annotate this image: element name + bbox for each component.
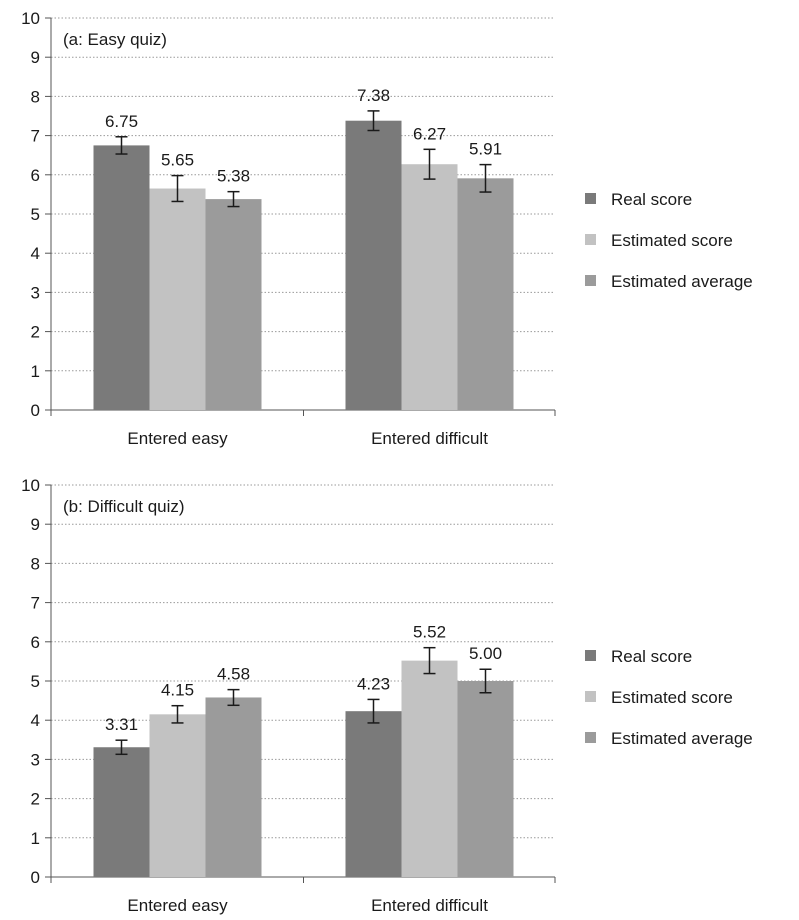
y-tick-label: 10 <box>21 476 40 495</box>
bar-estimated-average <box>457 178 514 410</box>
y-tick-label: 4 <box>31 711 40 730</box>
y-tick-label: 1 <box>31 362 40 381</box>
data-label: 6.75 <box>105 112 138 131</box>
legend-label: Estimated average <box>611 272 753 291</box>
y-tick-label: 10 <box>21 9 40 28</box>
y-tick-label: 2 <box>31 323 40 342</box>
x-tick-label: Entered easy <box>127 429 228 448</box>
legend-label: Estimated score <box>611 231 733 250</box>
bar-estimated-average <box>205 697 262 877</box>
bar-estimated-average <box>205 199 262 410</box>
data-label: 5.65 <box>161 151 194 170</box>
y-tick-label: 0 <box>31 868 40 887</box>
bar-real-score <box>93 145 150 410</box>
panel-annotation: (b: Difficult quiz) <box>63 497 185 516</box>
y-tick-label: 7 <box>31 127 40 146</box>
legend-swatch <box>585 691 596 702</box>
data-label: 4.58 <box>217 665 250 684</box>
data-label: 6.27 <box>413 124 446 143</box>
bar-real-score <box>93 747 150 877</box>
y-tick-label: 0 <box>31 401 40 420</box>
y-tick-label: 9 <box>31 48 40 67</box>
panel-difficult-quiz: 0 1 2 3 4 5 6 7 8 9 10 (b: Difficult quiz) 3.31 4.15 4… <box>21 476 753 915</box>
bar-estimated-score <box>149 188 206 410</box>
y-tick-label: 3 <box>31 283 40 302</box>
y-tick-label: 5 <box>31 205 40 224</box>
bar-estimated-score <box>149 714 206 877</box>
y-tick-label: 5 <box>31 672 40 691</box>
legend-label: Estimated average <box>611 729 753 748</box>
bar-real-score <box>345 711 402 877</box>
data-label: 4.15 <box>161 681 194 700</box>
y-tick-label: 7 <box>31 594 40 613</box>
data-label: 5.00 <box>469 644 502 663</box>
legend-swatch <box>585 234 596 245</box>
y-tick-label: 2 <box>31 790 40 809</box>
y-tick-label: 9 <box>31 515 40 534</box>
legend-label: Real score <box>611 190 692 209</box>
legend-label: Real score <box>611 647 692 666</box>
y-tick-label: 6 <box>31 166 40 185</box>
legend-swatch <box>585 193 596 204</box>
legend-swatch <box>585 732 596 743</box>
bar-estimated-score <box>401 660 458 877</box>
data-label: 5.91 <box>469 140 502 159</box>
bar-estimated-score <box>401 164 458 410</box>
legend-swatch <box>585 650 596 661</box>
y-tick-label: 1 <box>31 829 40 848</box>
data-label: 7.38 <box>357 86 390 105</box>
panel-easy-quiz: 0 1 2 3 4 5 6 7 8 9 10 (a: Easy quiz) 6.75 5.65 5.38 En… <box>21 9 753 448</box>
x-tick-label: Entered easy <box>127 896 228 915</box>
y-tick-label: 3 <box>31 750 40 769</box>
data-label: 5.52 <box>413 623 446 642</box>
data-label: 4.23 <box>357 674 390 693</box>
y-tick-label: 8 <box>31 554 40 573</box>
legend-swatch <box>585 275 596 286</box>
y-tick-label: 8 <box>31 87 40 106</box>
bar-real-score <box>345 120 402 410</box>
bar-estimated-average <box>457 681 514 877</box>
y-tick-label: 4 <box>31 244 40 263</box>
data-label: 3.31 <box>105 715 138 734</box>
data-label: 5.38 <box>217 167 250 186</box>
legend-label: Estimated score <box>611 688 733 707</box>
x-tick-label: Entered difficult <box>371 429 488 448</box>
y-tick-label: 6 <box>31 633 40 652</box>
panel-annotation: (a: Easy quiz) <box>63 30 167 49</box>
x-tick-label: Entered difficult <box>371 896 488 915</box>
